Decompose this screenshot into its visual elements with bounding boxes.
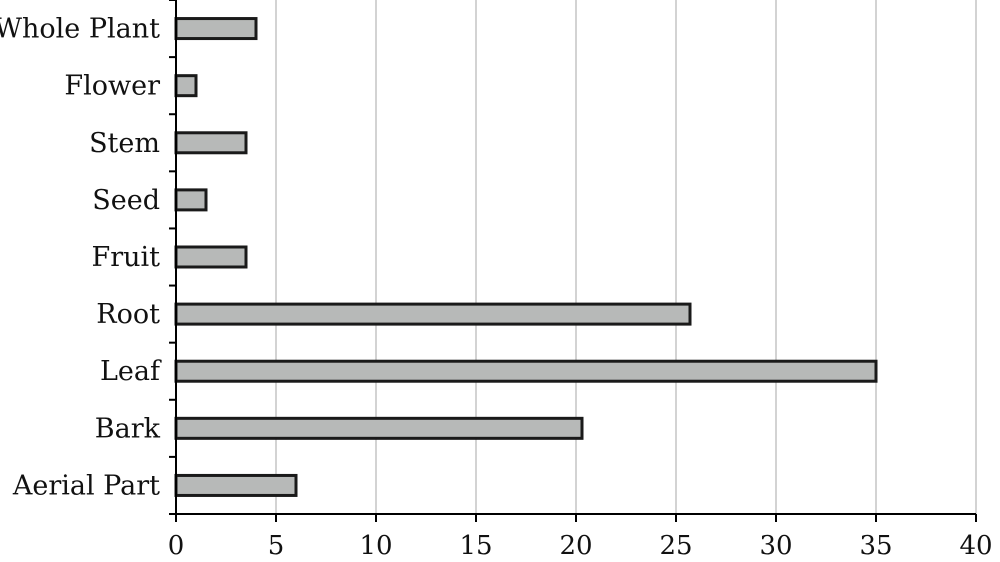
category-label-aerial-part: Aerial Part	[12, 470, 160, 501]
axes	[169, 0, 977, 522]
category-label-stem: Stem	[89, 128, 160, 159]
bar-stem	[174, 131, 248, 155]
category-label-fruit: Fruit	[91, 242, 160, 273]
bar-root	[174, 302, 692, 326]
bar-flower	[174, 74, 198, 98]
x-tick-label-15: 15	[459, 531, 492, 561]
bar-bark	[174, 416, 584, 440]
x-tick-label-10: 10	[359, 531, 392, 561]
x-tick-label-0: 0	[168, 531, 185, 561]
bar-aerial-part	[174, 473, 298, 497]
bar-leaf	[174, 359, 878, 383]
labels: 0 5 10 15 20 25 30 35 40 Whole Plant Flower Stem See…	[0, 14, 993, 561]
x-tick-label-40: 40	[959, 531, 992, 561]
bar-seed	[174, 188, 208, 212]
category-label-bark: Bark	[95, 413, 161, 444]
bars	[174, 17, 878, 497]
category-label-root: Root	[96, 299, 160, 330]
x-tick-label-20: 20	[559, 531, 592, 561]
x-tick-label-30: 30	[759, 531, 792, 561]
x-tick-label-35: 35	[859, 531, 892, 561]
gridlines	[275, 0, 977, 514]
category-label-whole-plant: Whole Plant	[0, 14, 160, 45]
category-label-flower: Flower	[64, 71, 160, 102]
category-label-leaf: Leaf	[100, 356, 162, 387]
bar-fruit	[174, 245, 248, 269]
x-tick-label-25: 25	[659, 531, 692, 561]
category-label-seed: Seed	[92, 185, 160, 216]
bar-whole-plant	[174, 17, 258, 41]
x-tick-label-5: 5	[268, 531, 285, 561]
